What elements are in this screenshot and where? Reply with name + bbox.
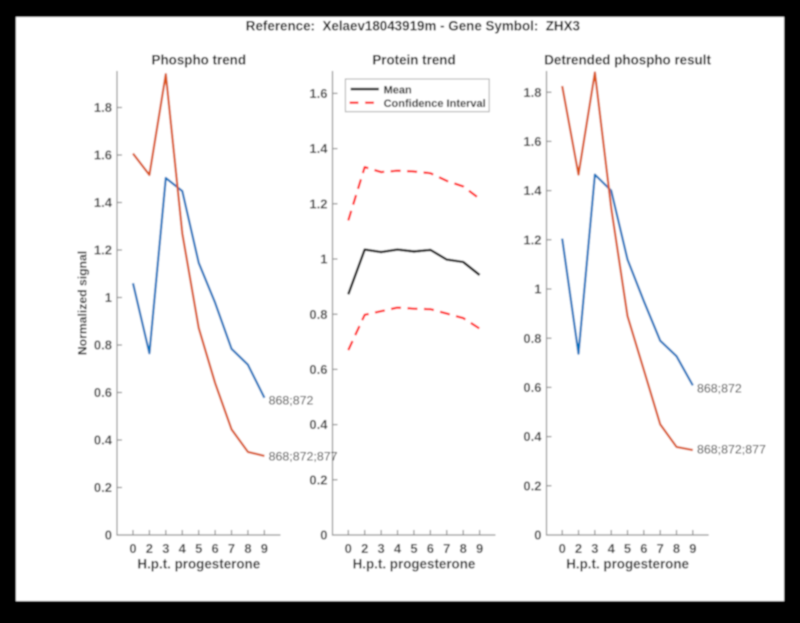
svg-text:868;872: 868;872 [697, 381, 742, 395]
svg-text:0.2: 0.2 [94, 480, 112, 495]
svg-text:2: 2 [361, 541, 368, 556]
svg-text:0.6: 0.6 [94, 385, 112, 400]
svg-text:6: 6 [427, 541, 434, 556]
svg-text:3: 3 [162, 541, 169, 556]
svg-text:Confidence Interval: Confidence Interval [384, 98, 486, 110]
svg-text:0.2: 0.2 [309, 472, 327, 487]
svg-text:1: 1 [320, 252, 327, 267]
svg-text:1.4: 1.4 [523, 183, 542, 198]
svg-text:5: 5 [410, 541, 417, 556]
svg-text:7: 7 [657, 541, 664, 556]
svg-text:H.p.t. progesterone: H.p.t. progesterone [137, 557, 260, 572]
svg-text:1.6: 1.6 [523, 134, 541, 149]
svg-text:Reference: Xelaev18043919m -: Reference: Xelaev18043919m - Gene Symbol… [246, 18, 580, 33]
svg-text:5: 5 [624, 541, 631, 556]
svg-text:1.2: 1.2 [94, 243, 112, 258]
svg-text:9: 9 [476, 541, 483, 556]
svg-text:0: 0 [105, 528, 112, 543]
svg-text:1.8: 1.8 [94, 100, 112, 115]
svg-text:2: 2 [146, 541, 153, 556]
svg-text:1: 1 [105, 290, 112, 305]
svg-text:0.8: 0.8 [309, 307, 327, 322]
svg-text:0: 0 [129, 541, 136, 556]
svg-text:4: 4 [608, 541, 616, 556]
svg-text:1.6: 1.6 [309, 86, 327, 101]
svg-text:1.6: 1.6 [94, 148, 112, 163]
svg-text:7: 7 [228, 541, 235, 556]
svg-text:8: 8 [673, 541, 680, 556]
svg-text:0.4: 0.4 [309, 417, 328, 432]
svg-text:Detrended phospho result: Detrended phospho result [544, 52, 711, 67]
svg-text:H.p.t. progesterone: H.p.t. progesterone [566, 557, 689, 572]
svg-text:0.8: 0.8 [523, 331, 541, 346]
svg-text:0.6: 0.6 [523, 380, 541, 395]
svg-text:6: 6 [640, 541, 647, 556]
svg-text:1.2: 1.2 [309, 196, 327, 211]
svg-text:868;872;877: 868;872;877 [269, 449, 338, 463]
svg-text:1.4: 1.4 [309, 141, 328, 156]
svg-text:H.p.t. progesterone: H.p.t. progesterone [353, 557, 476, 572]
svg-text:9: 9 [261, 541, 268, 556]
svg-text:1: 1 [534, 282, 541, 297]
svg-text:0: 0 [534, 528, 541, 543]
svg-text:8: 8 [244, 541, 251, 556]
svg-text:0.4: 0.4 [523, 429, 542, 444]
svg-text:4: 4 [394, 541, 402, 556]
svg-text:2: 2 [575, 541, 582, 556]
svg-text:1.8: 1.8 [523, 85, 541, 100]
svg-text:0.4: 0.4 [94, 433, 113, 448]
svg-text:5: 5 [195, 541, 202, 556]
svg-text:3: 3 [591, 541, 598, 556]
svg-text:0: 0 [345, 541, 352, 556]
svg-text:Normalized signal: Normalized signal [76, 251, 90, 355]
svg-text:868;872;877: 868;872;877 [697, 443, 766, 457]
svg-text:0: 0 [320, 528, 327, 543]
svg-text:868;872: 868;872 [269, 394, 314, 408]
svg-text:0.8: 0.8 [94, 338, 112, 353]
svg-text:Phospho trend: Phospho trend [152, 52, 246, 67]
svg-text:Mean: Mean [384, 84, 412, 96]
svg-text:Protein trend: Protein trend [372, 52, 455, 67]
svg-text:7: 7 [443, 541, 450, 556]
svg-text:3: 3 [378, 541, 385, 556]
svg-text:8: 8 [460, 541, 467, 556]
svg-text:0: 0 [559, 541, 566, 556]
svg-text:0.6: 0.6 [309, 362, 327, 377]
svg-text:0.2: 0.2 [523, 478, 541, 493]
svg-text:1.2: 1.2 [523, 232, 541, 247]
svg-text:4: 4 [179, 541, 187, 556]
svg-text:6: 6 [211, 541, 218, 556]
svg-text:9: 9 [689, 541, 696, 556]
svg-text:1.4: 1.4 [94, 195, 113, 210]
